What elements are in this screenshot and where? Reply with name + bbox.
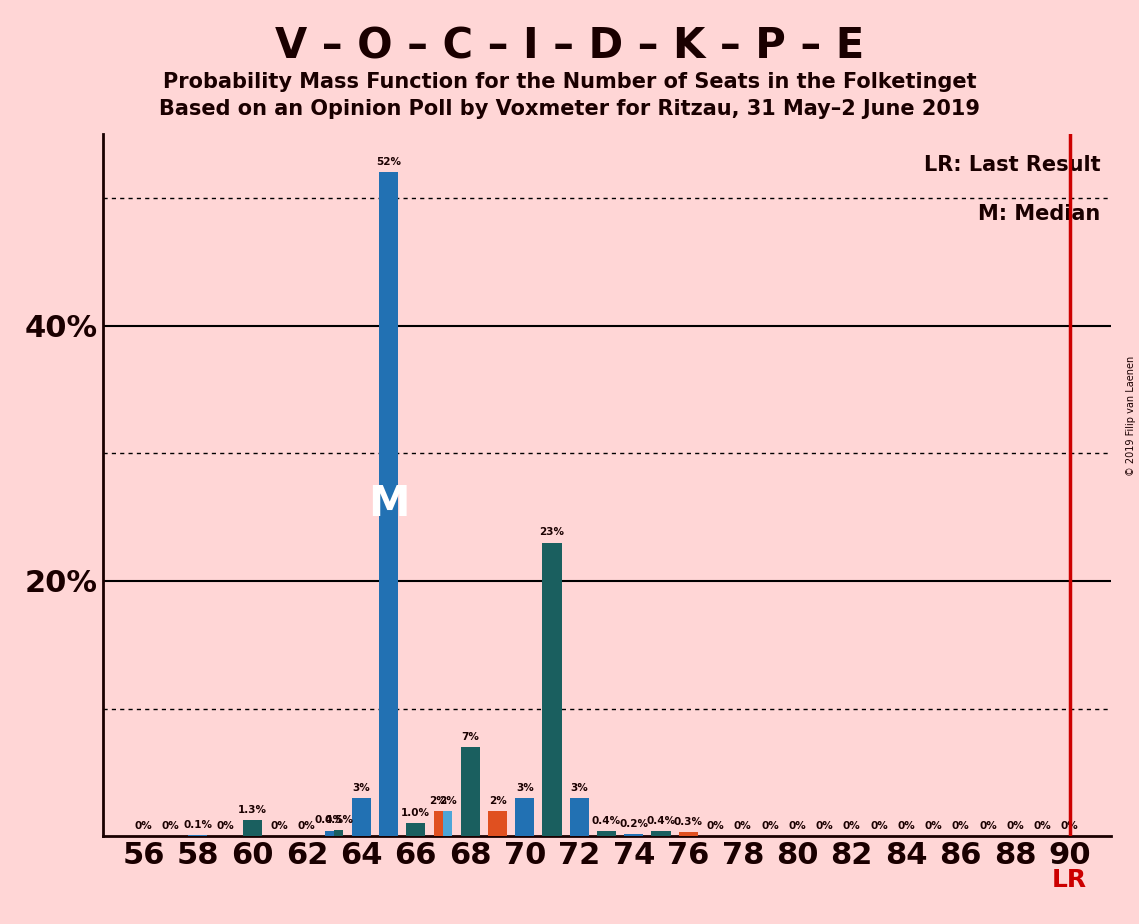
Text: Probability Mass Function for the Number of Seats in the Folketinget: Probability Mass Function for the Number…: [163, 72, 976, 92]
Text: 0%: 0%: [162, 821, 180, 831]
Text: 23%: 23%: [540, 528, 565, 538]
Text: 0%: 0%: [788, 821, 806, 831]
Bar: [652, 831, 671, 836]
Bar: [352, 798, 371, 836]
Text: 3%: 3%: [352, 783, 370, 793]
Text: 0%: 0%: [271, 821, 288, 831]
Text: 0.4%: 0.4%: [647, 816, 675, 826]
Text: 0.2%: 0.2%: [620, 819, 648, 829]
Text: © 2019 Filip van Laenen: © 2019 Filip van Laenen: [1126, 356, 1136, 476]
Text: LR: LR: [1052, 869, 1088, 893]
Text: 0%: 0%: [843, 821, 861, 831]
Text: 3%: 3%: [571, 783, 588, 793]
Text: 0.4%: 0.4%: [314, 815, 344, 825]
Bar: [542, 542, 562, 836]
Text: 0%: 0%: [134, 821, 153, 831]
Text: 1.0%: 1.0%: [401, 808, 431, 819]
Bar: [487, 810, 507, 836]
Bar: [443, 810, 452, 836]
Text: 0%: 0%: [1006, 821, 1024, 831]
Bar: [515, 798, 534, 836]
Bar: [335, 830, 343, 836]
Text: 0%: 0%: [734, 821, 752, 831]
Text: 0.1%: 0.1%: [183, 820, 212, 830]
Text: 0%: 0%: [298, 821, 316, 831]
Text: 0%: 0%: [1060, 821, 1079, 831]
Bar: [624, 833, 644, 836]
Text: 0%: 0%: [898, 821, 915, 831]
Text: 2%: 2%: [429, 796, 446, 806]
Text: 1.3%: 1.3%: [238, 805, 267, 815]
Bar: [325, 831, 334, 836]
Text: 0%: 0%: [216, 821, 233, 831]
Bar: [243, 820, 262, 836]
Bar: [570, 798, 589, 836]
Text: 52%: 52%: [376, 157, 401, 167]
Text: LR: Last Result: LR: Last Result: [924, 155, 1100, 175]
Text: 0%: 0%: [816, 821, 834, 831]
Bar: [597, 831, 616, 836]
Text: 0%: 0%: [1033, 821, 1051, 831]
Text: 7%: 7%: [461, 732, 480, 742]
Bar: [461, 747, 480, 836]
Text: 0%: 0%: [870, 821, 887, 831]
Text: 0%: 0%: [706, 821, 724, 831]
Bar: [188, 835, 207, 836]
Text: 3%: 3%: [516, 783, 534, 793]
Text: M: Median: M: Median: [978, 204, 1100, 225]
Text: 0%: 0%: [980, 821, 997, 831]
Bar: [379, 172, 399, 836]
Bar: [679, 833, 698, 836]
Text: Based on an Opinion Poll by Voxmeter for Ritzau, 31 May–2 June 2019: Based on an Opinion Poll by Voxmeter for…: [159, 99, 980, 119]
Text: V – O – C – I – D – K – P – E: V – O – C – I – D – K – P – E: [274, 26, 865, 67]
Text: 0%: 0%: [761, 821, 779, 831]
Text: 0.3%: 0.3%: [674, 818, 703, 827]
Text: 0.5%: 0.5%: [325, 815, 353, 825]
Bar: [407, 823, 425, 836]
Text: 2%: 2%: [489, 796, 507, 806]
Text: 0%: 0%: [952, 821, 969, 831]
Text: M: M: [368, 483, 409, 525]
Text: 2%: 2%: [439, 796, 457, 806]
Text: 0%: 0%: [925, 821, 942, 831]
Text: 0.4%: 0.4%: [592, 816, 621, 826]
Bar: [434, 810, 443, 836]
